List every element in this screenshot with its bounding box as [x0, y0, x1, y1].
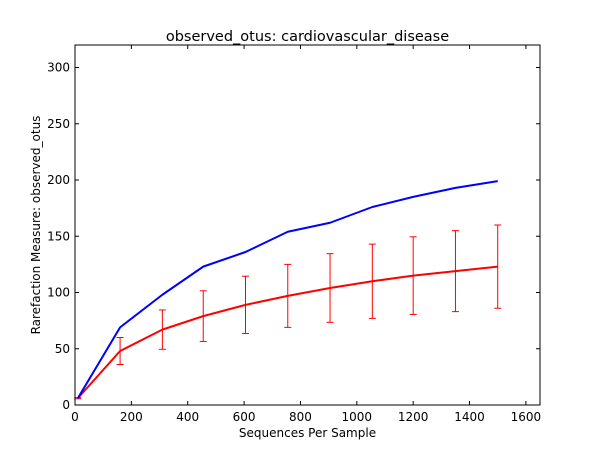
- x-tick-label: 1000: [342, 410, 373, 424]
- series-line: [76, 180, 498, 399]
- x-tick-label: 0: [71, 410, 79, 424]
- y-tick-label: 50: [55, 342, 70, 356]
- x-tick-label: 400: [176, 410, 199, 424]
- chart-title: observed_otus: cardiovascular_disease: [166, 29, 449, 45]
- y-tick-label: 150: [47, 229, 70, 243]
- x-tick-label: 200: [120, 410, 143, 424]
- series-line: [77, 265, 498, 399]
- x-tick-label: 800: [289, 410, 312, 424]
- y-axis-label: Rarefaction Measure: observed_otus: [29, 116, 43, 335]
- y-tick-label: 300: [47, 61, 70, 75]
- x-axis-label: Sequences Per Sample: [239, 426, 376, 440]
- x-tick-label: 1400: [454, 410, 485, 424]
- x-tick-label: 1600: [511, 410, 542, 424]
- plot-frame: [74, 44, 541, 406]
- y-tick-label: 250: [47, 117, 70, 131]
- x-tick-label: 1200: [398, 410, 429, 424]
- y-tick-label: 200: [47, 173, 70, 187]
- plot-area: 0 200 400 600 800 1000 1200 1400 1600 0 50 100 150 20…: [47, 44, 542, 424]
- y-tick-label: 100: [47, 286, 70, 300]
- y-tick-label: 0: [62, 398, 70, 412]
- x-tick-label: 600: [233, 410, 256, 424]
